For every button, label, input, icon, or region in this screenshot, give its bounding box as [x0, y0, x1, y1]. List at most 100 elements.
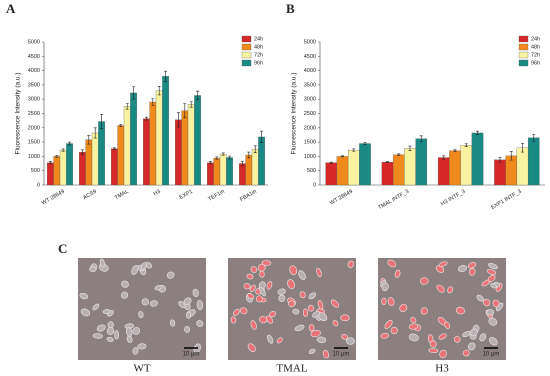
cell [292, 308, 300, 315]
cell [410, 316, 417, 324]
error-bar [228, 155, 232, 160]
bar [207, 162, 214, 186]
cell [294, 324, 305, 332]
legend-label: 48h [254, 44, 263, 50]
cell [340, 314, 350, 322]
bar [66, 143, 73, 186]
cell [184, 326, 190, 333]
micrograph: 10 μm [378, 258, 506, 360]
cell [120, 291, 129, 299]
cell [429, 340, 437, 348]
cell [132, 347, 139, 355]
y-tick-label: 2500 [28, 111, 40, 117]
cell [487, 262, 498, 270]
panel-label: A [6, 1, 16, 16]
y-tick-label: 2000 [28, 125, 40, 131]
error-bar [260, 130, 264, 143]
error-bar [221, 152, 225, 156]
bar [392, 154, 405, 186]
error-bar [442, 155, 446, 160]
cell [381, 297, 387, 306]
cell [298, 270, 306, 280]
scale-label: 10 μm [183, 352, 200, 358]
bar [219, 153, 227, 186]
error-bar [189, 101, 193, 108]
error-bar [521, 143, 524, 153]
error-bar [397, 153, 401, 156]
cell [249, 284, 256, 292]
cell [380, 333, 390, 339]
error-bar [253, 145, 257, 153]
micrograph-caption: WT [133, 363, 150, 375]
bar [53, 156, 61, 186]
cell [330, 299, 340, 308]
legend-label: 24h [531, 36, 540, 42]
cell [384, 319, 393, 329]
bar [155, 90, 163, 186]
cell [316, 267, 322, 278]
y-tick-label: 0 [313, 182, 316, 188]
error-bar [132, 86, 136, 100]
cell [408, 333, 419, 342]
cell [278, 294, 286, 302]
error-bar [55, 155, 59, 158]
error-bar [48, 161, 52, 165]
legend-label: 96h [254, 60, 263, 66]
cell [322, 350, 330, 359]
cell [132, 327, 141, 335]
error-bar [419, 135, 423, 142]
error-bar [240, 160, 244, 167]
error-bar [363, 142, 367, 145]
cell [308, 292, 316, 300]
y-tick-label: 1500 [28, 140, 40, 146]
cell [467, 262, 477, 269]
y-tick-label: 4000 [304, 68, 316, 74]
cell [196, 299, 204, 311]
cell [250, 320, 257, 330]
cell [488, 317, 498, 326]
cell [462, 349, 470, 357]
cell [250, 266, 258, 273]
error-bar [93, 127, 97, 139]
error-bar [464, 143, 468, 147]
cell [453, 336, 461, 343]
panel-label: C [58, 241, 67, 256]
cell [79, 292, 89, 300]
bar [437, 157, 450, 186]
cell [230, 316, 237, 324]
error-bar [208, 161, 212, 165]
legend-label: 48h [531, 44, 540, 50]
cell [80, 308, 91, 317]
error-bar [341, 155, 344, 158]
y-tick-label: 5000 [304, 39, 316, 45]
cell [258, 315, 268, 324]
cell [192, 288, 199, 298]
cell [381, 282, 389, 292]
cell [438, 333, 447, 340]
cell [102, 309, 111, 314]
cell [308, 324, 315, 332]
error-bar [68, 141, 72, 146]
y-tick-label: 4500 [28, 54, 40, 60]
cell [299, 291, 306, 299]
y-tick-label: 500 [307, 168, 316, 174]
cell [408, 323, 419, 330]
y-tick-label: 3000 [28, 97, 40, 103]
error-bar [408, 145, 412, 151]
cell [347, 260, 355, 268]
cell [486, 268, 497, 275]
panel-label: B [286, 1, 295, 16]
bar [239, 163, 246, 186]
bar [194, 95, 201, 186]
legend-swatch [518, 51, 529, 59]
bar [404, 148, 416, 186]
error-bar [329, 161, 333, 164]
cell [457, 265, 468, 272]
cell [169, 319, 176, 327]
cell [126, 335, 133, 343]
legend-swatch [241, 51, 252, 59]
cell [196, 320, 204, 328]
cell [92, 333, 103, 339]
bar [130, 92, 137, 186]
